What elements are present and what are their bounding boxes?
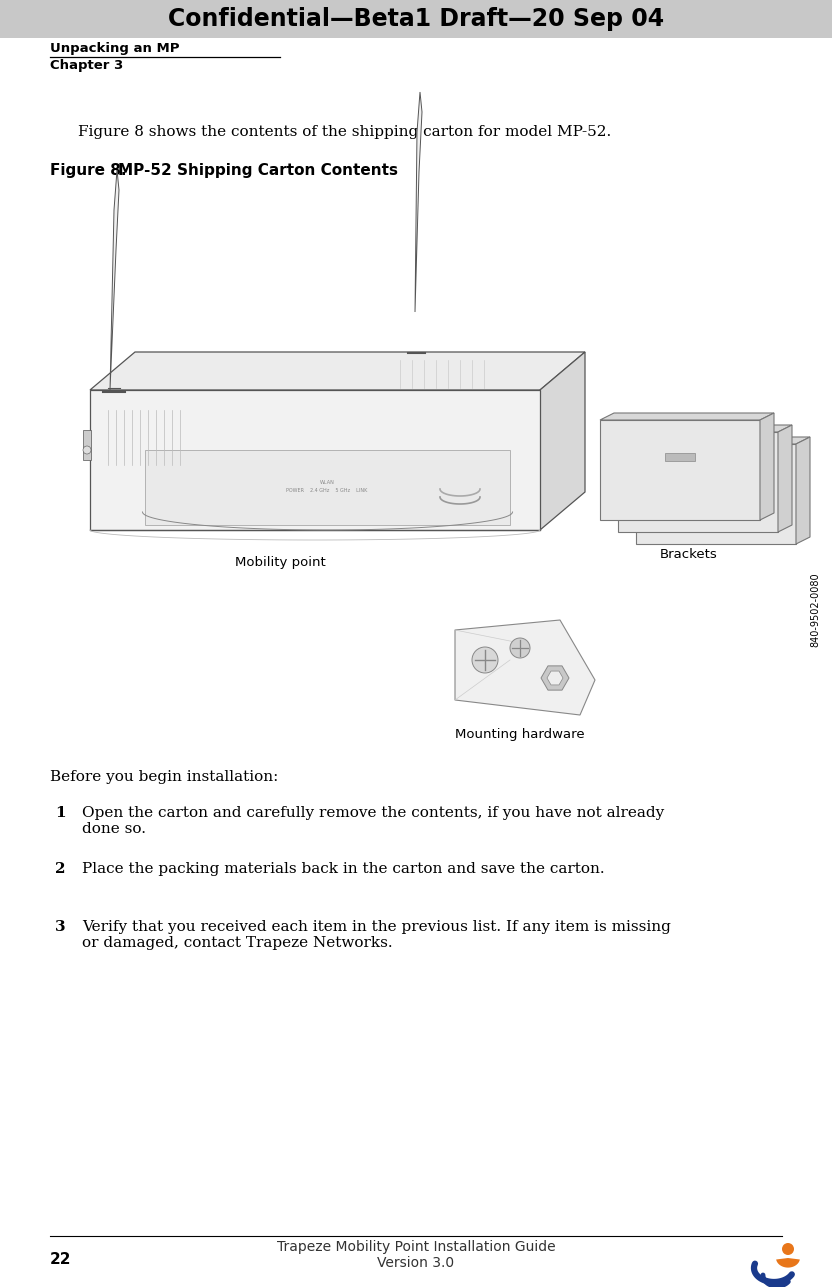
Polygon shape <box>110 170 119 390</box>
Text: Open the carton and carefully remove the contents, if you have not already
done : Open the carton and carefully remove the… <box>82 806 664 837</box>
Polygon shape <box>547 671 563 685</box>
Bar <box>0 0 832 39</box>
Circle shape <box>510 638 530 658</box>
Polygon shape <box>90 390 540 530</box>
Polygon shape <box>636 444 796 544</box>
Polygon shape <box>600 420 760 520</box>
Text: Mounting hardware: Mounting hardware <box>455 728 585 741</box>
Text: Confidential—Beta1 Draft—20 Sep 04: Confidential—Beta1 Draft—20 Sep 04 <box>168 6 664 31</box>
Polygon shape <box>415 91 422 311</box>
Polygon shape <box>90 353 585 390</box>
Circle shape <box>782 1243 794 1255</box>
Circle shape <box>472 647 498 673</box>
Text: Brackets: Brackets <box>660 548 718 561</box>
Polygon shape <box>618 425 792 432</box>
Polygon shape <box>760 413 774 520</box>
Text: POWER    2.4 GHz    5 GHz    LINK: POWER 2.4 GHz 5 GHz LINK <box>286 488 368 493</box>
Text: Unpacking an MP: Unpacking an MP <box>50 42 180 55</box>
Text: Place the packing materials back in the carton and save the carton.: Place the packing materials back in the … <box>82 862 605 876</box>
Text: Trapeze Mobility Point Installation Guide
Version 3.0: Trapeze Mobility Point Installation Guid… <box>277 1239 555 1270</box>
Polygon shape <box>776 1257 800 1268</box>
Bar <box>83 430 91 459</box>
Text: Figure 8 shows the contents of the shipping carton for model MP-52.: Figure 8 shows the contents of the shipp… <box>78 125 612 139</box>
Text: 22: 22 <box>50 1252 72 1268</box>
Polygon shape <box>540 353 585 530</box>
Polygon shape <box>796 438 810 544</box>
Polygon shape <box>636 438 810 444</box>
Text: 840-9502-0080: 840-9502-0080 <box>810 573 820 647</box>
Text: 1: 1 <box>55 806 66 820</box>
Text: 3: 3 <box>55 920 66 934</box>
Polygon shape <box>618 432 778 532</box>
Text: 2: 2 <box>55 862 66 876</box>
Polygon shape <box>455 620 595 716</box>
Text: WLAN: WLAN <box>319 480 334 484</box>
Polygon shape <box>145 450 510 525</box>
Circle shape <box>83 447 91 454</box>
Text: Verify that you received each item in the previous list. If any item is missing
: Verify that you received each item in th… <box>82 920 671 950</box>
Text: MP-52 Shipping Carton Contents: MP-52 Shipping Carton Contents <box>118 163 398 178</box>
Bar <box>665 453 695 461</box>
Polygon shape <box>600 413 774 420</box>
Text: Figure 8.: Figure 8. <box>50 163 126 178</box>
Text: Chapter 3: Chapter 3 <box>50 59 123 72</box>
Polygon shape <box>541 665 569 690</box>
Text: Mobility point: Mobility point <box>235 556 325 569</box>
Text: Before you begin installation:: Before you begin installation: <box>50 770 279 784</box>
Polygon shape <box>778 425 792 532</box>
